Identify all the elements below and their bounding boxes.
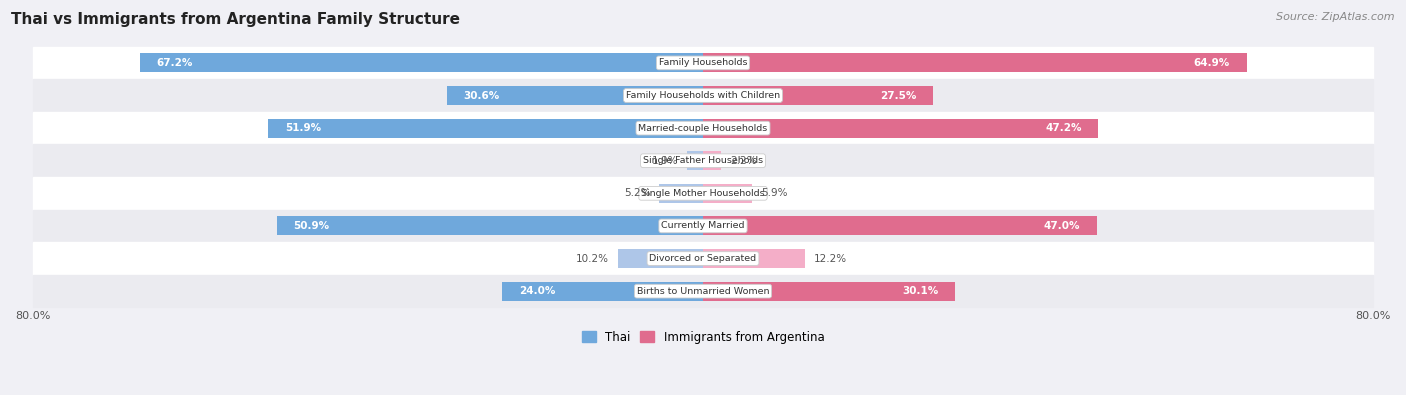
Text: 5.2%: 5.2% [624,188,651,198]
Text: 12.2%: 12.2% [814,254,846,263]
Text: Currently Married: Currently Married [661,222,745,230]
Bar [703,216,1097,235]
Text: Source: ZipAtlas.com: Source: ZipAtlas.com [1277,12,1395,22]
Text: Married-couple Households: Married-couple Households [638,124,768,133]
Text: 24.0%: 24.0% [519,286,555,296]
Bar [32,210,1374,242]
Text: 5.9%: 5.9% [761,188,787,198]
Bar [703,151,721,170]
Bar [32,112,1374,145]
Text: 30.1%: 30.1% [903,286,938,296]
Text: Family Households with Children: Family Households with Children [626,91,780,100]
Bar [703,118,1098,137]
Text: 30.6%: 30.6% [464,90,499,100]
Bar [617,249,703,268]
Text: 2.2%: 2.2% [730,156,756,166]
Bar [659,184,703,203]
Text: 50.9%: 50.9% [294,221,329,231]
Text: Single Father Households: Single Father Households [643,156,763,165]
Bar [32,242,1374,275]
Text: Divorced or Separated: Divorced or Separated [650,254,756,263]
Bar [447,86,703,105]
Bar [703,86,934,105]
Text: 1.9%: 1.9% [652,156,679,166]
Bar [703,184,752,203]
Bar [502,282,703,301]
Text: Births to Unmarried Women: Births to Unmarried Women [637,287,769,295]
Bar [32,47,1374,79]
Bar [703,282,955,301]
Bar [32,177,1374,210]
Bar [277,216,703,235]
Bar [141,53,703,72]
Bar [269,118,703,137]
Text: 47.2%: 47.2% [1045,123,1081,133]
Text: 80.0%: 80.0% [15,311,51,321]
Text: 51.9%: 51.9% [285,123,321,133]
Text: 47.0%: 47.0% [1043,221,1080,231]
Legend: Thai, Immigrants from Argentina: Thai, Immigrants from Argentina [576,326,830,348]
Bar [703,249,806,268]
Text: 67.2%: 67.2% [156,58,193,68]
Text: Single Mother Households: Single Mother Households [641,189,765,198]
Text: 27.5%: 27.5% [880,90,917,100]
Text: 10.2%: 10.2% [576,254,609,263]
Bar [32,145,1374,177]
Bar [703,53,1247,72]
Bar [688,151,703,170]
Text: 64.9%: 64.9% [1194,58,1230,68]
Text: Thai vs Immigrants from Argentina Family Structure: Thai vs Immigrants from Argentina Family… [11,12,460,27]
Bar [32,275,1374,307]
Text: 80.0%: 80.0% [1355,311,1391,321]
Bar [32,79,1374,112]
Text: Family Households: Family Households [659,58,747,68]
